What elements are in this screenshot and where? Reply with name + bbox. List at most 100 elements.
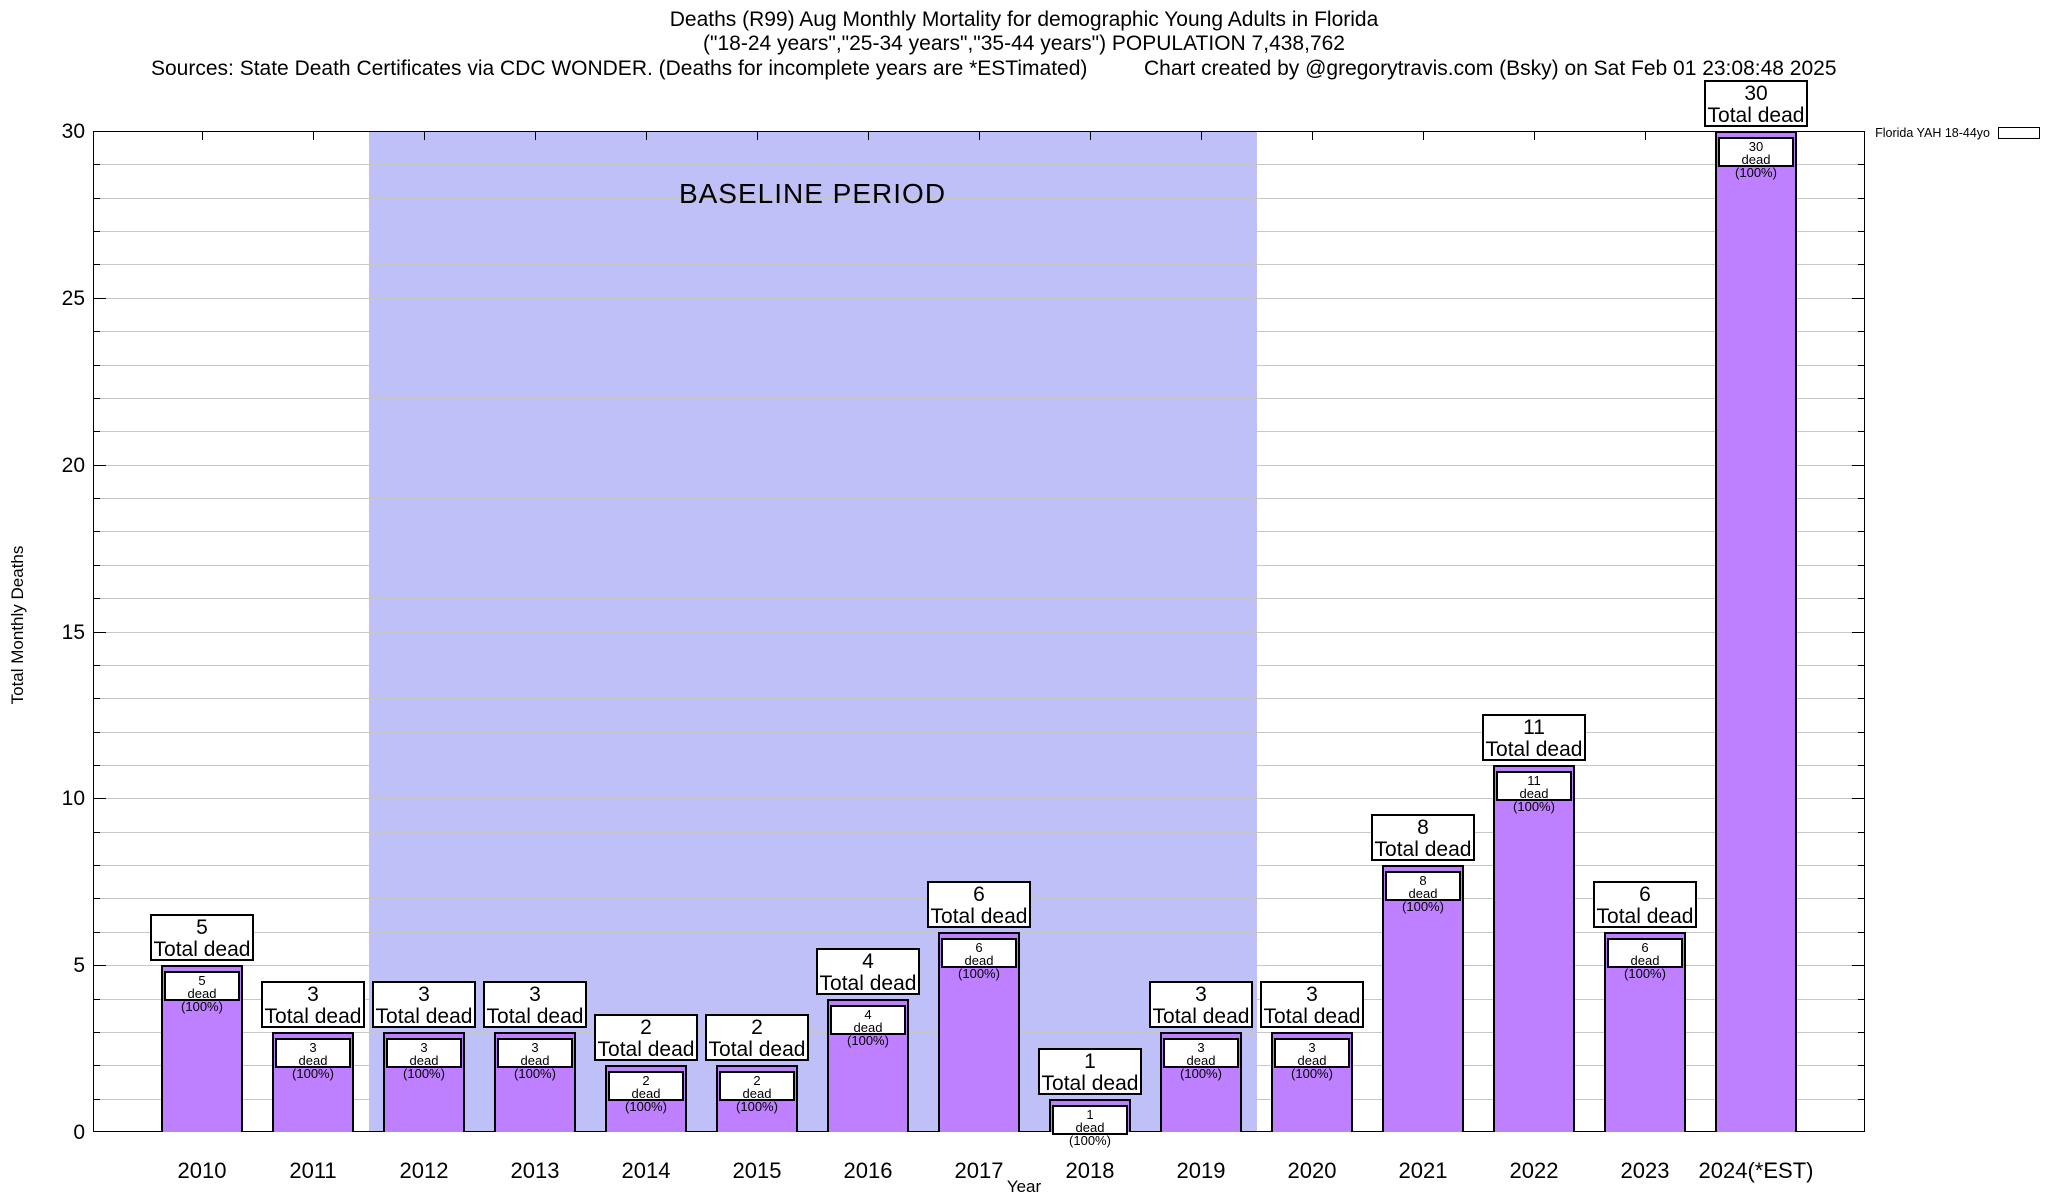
inner-label-text: dead (100%) — [1180, 1052, 1222, 1081]
y-tick-mark — [94, 965, 106, 967]
bar-inner-label-2015: 2 dead (100%) — [719, 1071, 795, 1113]
gridline — [94, 498, 1864, 500]
x-tick-mark — [424, 132, 425, 140]
x-category-label: 2010 — [177, 1158, 227, 1183]
inner-label-value: 3 — [1197, 1039, 1205, 1055]
bar-inner-label-2018: 1 dead (100%) — [1052, 1104, 1128, 1147]
total-label-text: Total dead — [264, 1004, 362, 1028]
gridline — [94, 798, 1864, 800]
y-tick-mark — [1852, 798, 1864, 800]
legend-color-swatch — [1998, 127, 2040, 139]
x-tick-mark — [646, 132, 647, 140]
bar-inner-label-2013: 3 dead (100%) — [497, 1037, 573, 1080]
x-tick-mark — [202, 132, 203, 140]
y-tick-mark — [94, 898, 100, 900]
bar-inner-label-2010: 5 dead (100%) — [164, 971, 240, 1013]
y-tick-mark — [1852, 965, 1864, 967]
total-label-text: Total dead — [819, 971, 917, 995]
total-label-text: Total dead — [1263, 1004, 1361, 1028]
y-tick-mark — [94, 297, 106, 299]
inner-label-value: 3 — [1308, 1039, 1316, 1055]
y-tick-mark — [1858, 164, 1864, 166]
y-tick-label: 25 — [61, 286, 85, 310]
x-category-label: 2023 — [1620, 1158, 1670, 1183]
bar-2022 — [1493, 764, 1575, 1132]
total-label-text: Total dead — [930, 904, 1028, 928]
total-label-value: 2 — [751, 1016, 763, 1040]
total-label-value: 11 — [1523, 715, 1545, 739]
gridline — [94, 264, 1864, 266]
y-tick-mark — [1858, 764, 1864, 766]
gridline — [94, 731, 1864, 733]
y-tick-label: 20 — [61, 453, 85, 477]
x-tick-mark — [868, 132, 869, 140]
y-tick-mark — [94, 931, 100, 933]
x-category-label: 2012 — [399, 1158, 449, 1183]
inner-label-value: 6 — [1641, 939, 1649, 955]
bar-inner-label-2017: 6 dead (100%) — [941, 937, 1017, 980]
y-tick-mark — [94, 498, 100, 500]
y-tick-mark — [94, 364, 100, 366]
y-tick-label: 10 — [61, 787, 85, 811]
y-tick-mark — [1858, 331, 1864, 333]
y-tick-mark — [94, 731, 100, 733]
bar-total-label-2010: 5 Total dead — [150, 914, 254, 962]
y-tick-mark — [1858, 564, 1864, 566]
total-label-text: Total dead — [1152, 1004, 1250, 1028]
y-tick-mark — [1858, 1098, 1864, 1100]
total-label-value: 1 — [1084, 1049, 1096, 1073]
y-tick-mark — [94, 598, 100, 600]
y-tick-mark — [1852, 297, 1864, 299]
x-category-label: 2011 — [289, 1158, 337, 1183]
inner-label-value: 4 — [864, 1006, 872, 1022]
inner-label-text: dead (100%) — [181, 986, 223, 1015]
y-tick-mark — [1858, 1065, 1864, 1067]
x-category-label: 2015 — [732, 1158, 782, 1183]
total-label-value: 6 — [1639, 882, 1651, 906]
y-tick-mark — [1858, 898, 1864, 900]
y-tick-mark — [1858, 664, 1864, 666]
inner-label-value: 2 — [753, 1073, 761, 1089]
total-label-value: 8 — [1417, 816, 1429, 840]
y-tick-mark — [1858, 931, 1864, 933]
inner-label-text: dead (100%) — [1624, 952, 1666, 981]
gridline — [94, 598, 1864, 600]
inner-label-text: dead (100%) — [736, 1086, 778, 1115]
gridline — [94, 331, 1864, 333]
x-category-label: 2017 — [954, 1158, 1004, 1183]
x-category-label: 2016 — [843, 1158, 893, 1183]
chart-subtitle: ("18-24 years","25-34 years","35-44 year… — [703, 32, 1345, 55]
inner-label-text: dead (100%) — [403, 1052, 445, 1081]
bar-total-label-2014: 2 Total dead — [594, 1014, 698, 1062]
total-label-value: 3 — [1306, 982, 1318, 1006]
sources-note: Sources: State Death Certificates via CD… — [151, 57, 1088, 80]
total-label-text: Total dead — [153, 938, 251, 962]
y-tick-mark — [94, 531, 100, 533]
gridline — [94, 197, 1864, 199]
x-tick-mark — [1312, 132, 1313, 140]
y-tick-mark — [1858, 1031, 1864, 1033]
x-category-label: 2022 — [1509, 1158, 1559, 1183]
y-tick-mark — [94, 1065, 100, 1067]
bar-inner-label-2021: 8 dead (100%) — [1385, 871, 1461, 913]
bar-total-label-2019: 3 Total dead — [1149, 980, 1253, 1028]
inner-label-value: 30 — [1748, 139, 1764, 154]
bar-2024(*EST) — [1715, 131, 1797, 1132]
y-tick-label: 30 — [61, 120, 85, 143]
inner-label-value: 3 — [531, 1039, 539, 1055]
gridline — [94, 364, 1864, 366]
bar-total-label-2018: 1 Total dead — [1038, 1047, 1142, 1095]
inner-label-value: 6 — [975, 939, 983, 955]
bar-total-label-2015: 2 Total dead — [705, 1014, 809, 1062]
x-category-label: 2020 — [1287, 1158, 1337, 1183]
bar-total-label-2011: 3 Total dead — [261, 980, 365, 1028]
x-category-label: 2014 — [621, 1158, 671, 1183]
x-category-label: 2019 — [1176, 1158, 1226, 1183]
y-tick-mark — [1858, 197, 1864, 199]
y-tick-mark — [94, 564, 100, 566]
inner-label-value: 2 — [642, 1073, 650, 1089]
bar-inner-label-2024(*EST): 30 dead (100%) — [1718, 137, 1794, 179]
bar-inner-label-2019: 3 dead (100%) — [1163, 1037, 1239, 1080]
y-tick-mark — [1858, 264, 1864, 266]
y-tick-mark — [94, 998, 100, 1000]
